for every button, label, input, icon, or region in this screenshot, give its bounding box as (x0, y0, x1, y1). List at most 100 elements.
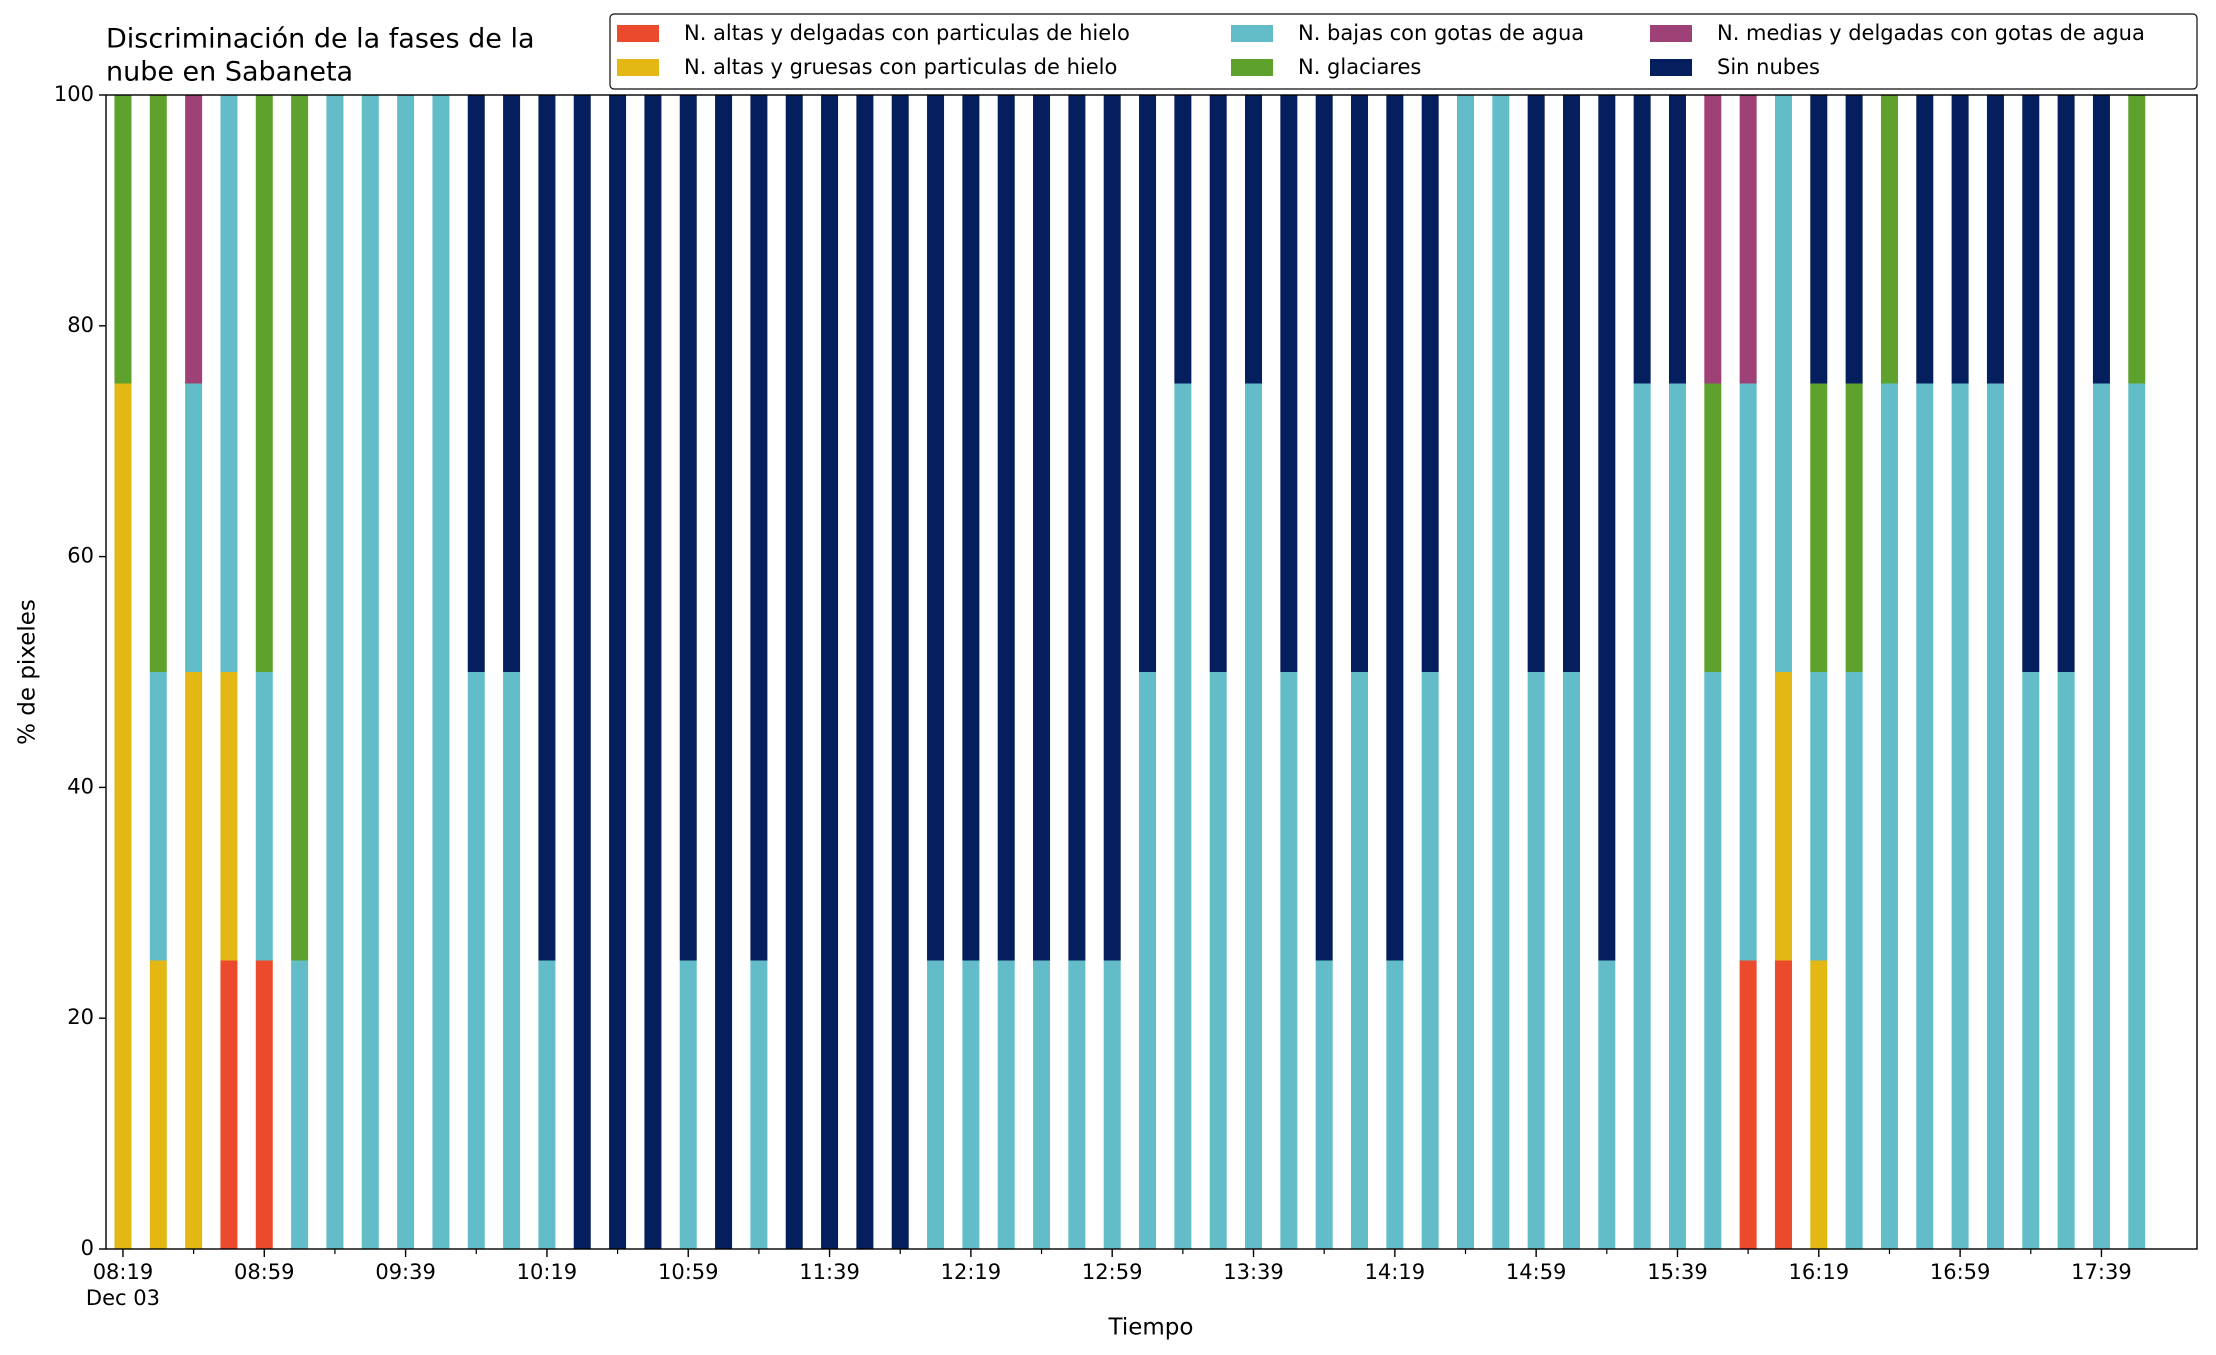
x-axis-label: Tiempo (1108, 1315, 1194, 1341)
bar-segment (1280, 672, 1298, 1249)
legend-swatch (1650, 25, 1692, 42)
bar-segment (1810, 95, 1828, 384)
bar-segment (1562, 672, 1580, 1249)
bar-segment (114, 95, 132, 384)
bar-segment (185, 672, 203, 1249)
x-tick-label: 09:39 (375, 1260, 436, 1284)
bar-segment (1916, 383, 1934, 1249)
bar-segment (538, 960, 556, 1249)
bar-segment (291, 960, 309, 1249)
bar-segment (573, 95, 591, 1249)
bar-segment (1810, 383, 1828, 672)
bar-segment (1845, 672, 1863, 1249)
bar-segment (1527, 95, 1545, 672)
bar-segment (1668, 383, 1686, 1249)
bar-segment (1315, 960, 1333, 1249)
x-tick-label: 11:39 (799, 1260, 860, 1284)
bar-segment (962, 95, 980, 961)
bar-segment (1386, 95, 1404, 961)
bar-segment (1845, 95, 1863, 384)
bar-segment (220, 95, 238, 672)
bar-segment (997, 95, 1015, 961)
bar-segment (1633, 383, 1651, 1249)
bar-segment (326, 95, 344, 1249)
bar-segment (1033, 960, 1051, 1249)
bar-segment (1668, 95, 1686, 384)
bar-segment (679, 95, 697, 961)
bar-segment (644, 95, 662, 1249)
x-tick-label: 10:59 (658, 1260, 719, 1284)
legend-label: N. altas y delgadas con particulas de hi… (684, 21, 1130, 45)
bar-segment (467, 95, 485, 672)
legend-swatch (1231, 59, 1273, 76)
bar-segment (1421, 95, 1439, 672)
legend-label: N. glaciares (1298, 55, 1421, 79)
bar-segment (2022, 672, 2040, 1249)
bar-segment (1739, 960, 1757, 1249)
bar-segment (750, 960, 768, 1249)
bar-segment (291, 95, 309, 961)
bar-segment (1068, 95, 1086, 961)
y-tick-label: 20 (67, 1005, 94, 1029)
bar-segment (1633, 95, 1651, 384)
y-axis-label: % de pixeles (15, 599, 41, 745)
bar-segment (1068, 960, 1086, 1249)
bar-segment (149, 960, 167, 1249)
bar-segment (927, 960, 945, 1249)
bar-segment (220, 672, 238, 961)
bar-segment (2128, 95, 2146, 384)
bar-segment (1351, 95, 1369, 672)
bar-segment (1774, 95, 1792, 672)
y-tick-label: 60 (67, 544, 94, 568)
bar-segment (1174, 95, 1192, 384)
bar-segment (1033, 95, 1051, 961)
x-tick-label: 16:59 (1930, 1260, 1991, 1284)
plot-frame (105, 94, 2198, 1250)
bar-segment (962, 960, 980, 1249)
legend-swatch (617, 59, 659, 76)
x-tick-label: 12:59 (1082, 1260, 1143, 1284)
x-sublabel: Dec 03 (86, 1286, 160, 1310)
legend-label: N. altas y gruesas con particulas de hie… (684, 55, 1117, 79)
bar-segment (1704, 383, 1722, 672)
bar-segment (432, 95, 450, 1249)
bar-segment (114, 383, 132, 1249)
bar-segment (1704, 672, 1722, 1249)
bar-segment (2092, 95, 2110, 384)
bar-segment (2057, 95, 2075, 672)
bar-segment (856, 95, 874, 1249)
bar-segment (1280, 95, 1298, 672)
bar-segment (1103, 960, 1121, 1249)
bar-segment (361, 95, 379, 1249)
x-tick-label: 14:59 (1506, 1260, 1567, 1284)
bar-segment (2057, 672, 2075, 1249)
x-tick-label: 14:19 (1365, 1260, 1426, 1284)
bar-segment (1245, 95, 1263, 384)
x-tick-label: 16:19 (1789, 1260, 1850, 1284)
bar-segment (1351, 672, 1369, 1249)
bar-segment (1456, 95, 1474, 1249)
bar-segment (1880, 383, 1898, 1249)
bar-segment (397, 95, 415, 1249)
bar-segment (1986, 383, 2004, 1249)
bar-segment (1916, 95, 1934, 384)
bar-segment (1739, 95, 1757, 384)
bar-segment (1492, 95, 1510, 1249)
bar-segment (1845, 383, 1863, 672)
bar-segment (1315, 95, 1333, 961)
bar-segment (679, 960, 697, 1249)
bar-segment (185, 383, 203, 672)
bar-segment (503, 95, 521, 672)
legend-label: Sin nubes (1717, 55, 1820, 79)
bar-segment (1386, 960, 1404, 1249)
bar-segment (255, 672, 273, 961)
bar-segment (1739, 383, 1757, 961)
bar-segment (997, 960, 1015, 1249)
bar-segment (1174, 383, 1192, 1249)
bar-segment (715, 95, 733, 1249)
legend-box (609, 13, 2198, 90)
bar-segment (149, 672, 167, 961)
x-tick-label: 08:19 (93, 1260, 154, 1284)
bar-segment (2022, 95, 2040, 672)
